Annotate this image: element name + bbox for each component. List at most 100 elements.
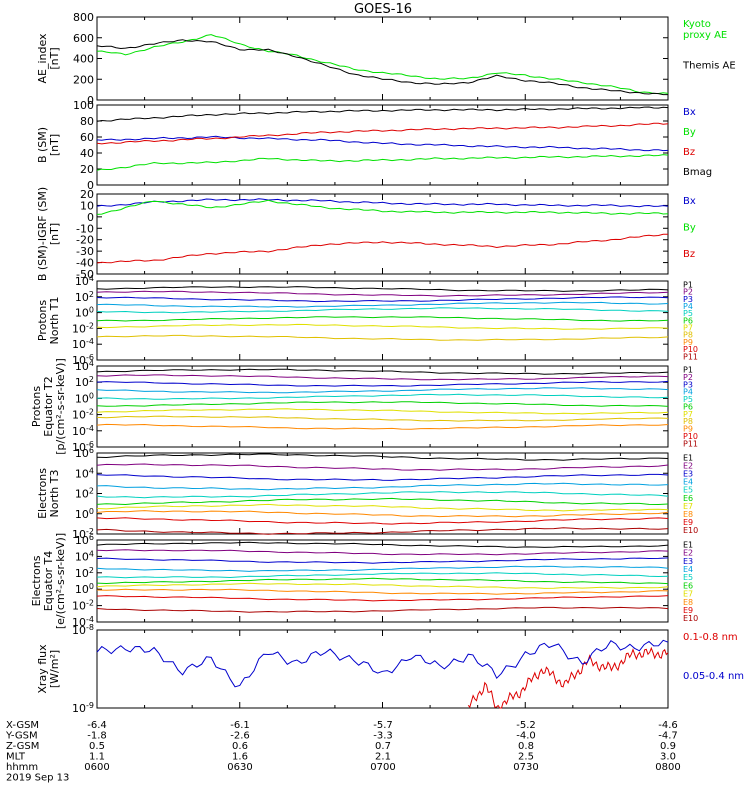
ephemeris-value: 2.5 xyxy=(518,752,534,763)
series-line xyxy=(467,646,669,709)
y-tick-label: 106 xyxy=(75,533,94,547)
ephemeris-value: -4.7 xyxy=(658,731,678,742)
legend-label: P9 xyxy=(683,425,693,434)
series-line xyxy=(96,290,669,297)
ephemeris-value: 3.0 xyxy=(660,752,676,763)
legend-label: P9 xyxy=(683,338,693,347)
y-axis-label: AE_index[nT] xyxy=(36,33,61,84)
series-line xyxy=(96,415,669,422)
y-tick-label: 0 xyxy=(87,94,94,107)
legend-label: P8 xyxy=(683,331,693,340)
legend-label: Bx xyxy=(683,196,696,207)
y-tick-label: 10-2 xyxy=(72,527,94,541)
legend-label: P1 xyxy=(683,280,693,289)
y-tick-label: -50 xyxy=(76,268,94,281)
ephemeris-value: -6.4 xyxy=(87,720,107,731)
series-line xyxy=(96,557,669,564)
series-line xyxy=(96,296,669,303)
ephemeris-value: 0730 xyxy=(513,762,538,773)
y-tick-label: 20 xyxy=(80,188,94,201)
legend-label: E6 xyxy=(683,494,693,503)
legend-label: P7 xyxy=(683,324,693,333)
ephemeris-value: 0630 xyxy=(227,762,252,773)
ephemeris-value: -6.1 xyxy=(230,720,250,731)
legend-label: E5 xyxy=(683,573,693,582)
y-tick-label: 10-2 xyxy=(72,599,94,613)
y-tick-label: 100 xyxy=(75,507,94,521)
ephemeris-value: -4.0 xyxy=(516,731,536,742)
series-line xyxy=(96,541,669,548)
y-tick-label: -20 xyxy=(76,234,94,247)
ephemeris-label: Y-GSM xyxy=(5,731,38,742)
panel-frame xyxy=(96,104,669,186)
legend-label: Bz xyxy=(683,147,695,158)
y-tick-label: -30 xyxy=(76,245,94,258)
legend-label: P8 xyxy=(683,417,693,426)
series-line xyxy=(96,582,669,589)
series-line xyxy=(96,482,669,491)
legend-label: E8 xyxy=(683,510,693,519)
ephemeris-value: 0.8 xyxy=(518,741,534,752)
y-tick-label: 10-4 xyxy=(72,424,94,438)
series-line xyxy=(96,473,669,481)
ephemeris-value: 0.6 xyxy=(232,741,248,752)
legend-label: Bx xyxy=(683,107,696,118)
legend-label: P3 xyxy=(683,380,693,389)
series-line xyxy=(96,423,669,430)
legend-label: P5 xyxy=(683,395,693,404)
series-line xyxy=(96,106,669,122)
y-tick-label: 102 xyxy=(75,375,94,389)
legend-label: E4 xyxy=(683,565,693,574)
ephemeris-value: 2.1 xyxy=(375,752,391,763)
legend-label: E9 xyxy=(683,606,693,615)
series-line xyxy=(96,316,669,322)
series-line xyxy=(96,368,669,375)
ephemeris-value: 0700 xyxy=(370,762,395,773)
y-axis-label: ElectronsNorth T3 xyxy=(36,468,61,519)
legend-label: E2 xyxy=(683,461,693,470)
y-tick-label: 104 xyxy=(75,466,94,480)
series-line xyxy=(96,577,669,585)
panel-frame xyxy=(96,365,669,448)
legend-label: E7 xyxy=(683,590,693,599)
y-axis-label: ProtonsEquator T2[p/(cm²-s-sr-keV)] xyxy=(30,358,67,455)
legend-label: E4 xyxy=(683,478,693,487)
legend-label: By xyxy=(683,127,696,138)
legend-label: Kyoto proxy AE xyxy=(683,19,727,41)
legend-label: E10 xyxy=(683,614,698,623)
legend-label: 0.05-0.4 nm xyxy=(683,671,744,682)
legend-label: E1 xyxy=(683,540,693,549)
series-line xyxy=(96,122,669,145)
y-tick-label: 100 xyxy=(75,391,94,405)
series-line xyxy=(96,323,669,330)
y-tick-label: -10 xyxy=(76,222,94,235)
ephemeris-value: -2.6 xyxy=(230,731,250,742)
panel-8: 10-8 10-9 Xray flux[W/m²] 0.1-0.8 nm 0.05-0.… xyxy=(36,623,744,715)
series-line xyxy=(96,491,669,499)
series-line xyxy=(96,199,669,215)
ephemeris-value: 1.6 xyxy=(232,752,248,763)
legend-label: E8 xyxy=(683,598,693,607)
y-tick-label: 100 xyxy=(75,582,94,596)
series-line xyxy=(96,307,669,314)
y-tick-label: 20 xyxy=(80,163,94,176)
y-tick-label: 104 xyxy=(75,274,94,288)
ephemeris-label: X-GSM xyxy=(6,720,39,731)
series-line xyxy=(96,393,669,400)
y-tick-label: 10-6 xyxy=(72,440,94,454)
legend-label: P6 xyxy=(683,402,693,411)
legend-label: By xyxy=(683,223,696,234)
ephemeris-value: 0600 xyxy=(84,762,109,773)
y-tick-label: 0 xyxy=(87,179,94,192)
y-tick-label: 10 xyxy=(80,199,94,212)
series-line xyxy=(96,154,669,171)
legend-label: E5 xyxy=(683,486,693,495)
y-axis-label: ElectronsEquator T4[e/(cm²-s-sr-keV)] xyxy=(30,533,67,629)
ephemeris-value: -4.6 xyxy=(658,720,678,731)
y-axis-label: B (SM)-IGRF (SM)[nT] xyxy=(36,187,61,281)
ephemeris-value: 0.5 xyxy=(89,741,105,752)
y-tick-label: 400 xyxy=(73,53,94,66)
ephemeris-table: X-GSM -6.4 -6.1 -5.7 -5.2 -4.6 Y-GSM -1.8 -2.6 -3… xyxy=(5,720,681,784)
legend-label: P7 xyxy=(683,410,693,419)
